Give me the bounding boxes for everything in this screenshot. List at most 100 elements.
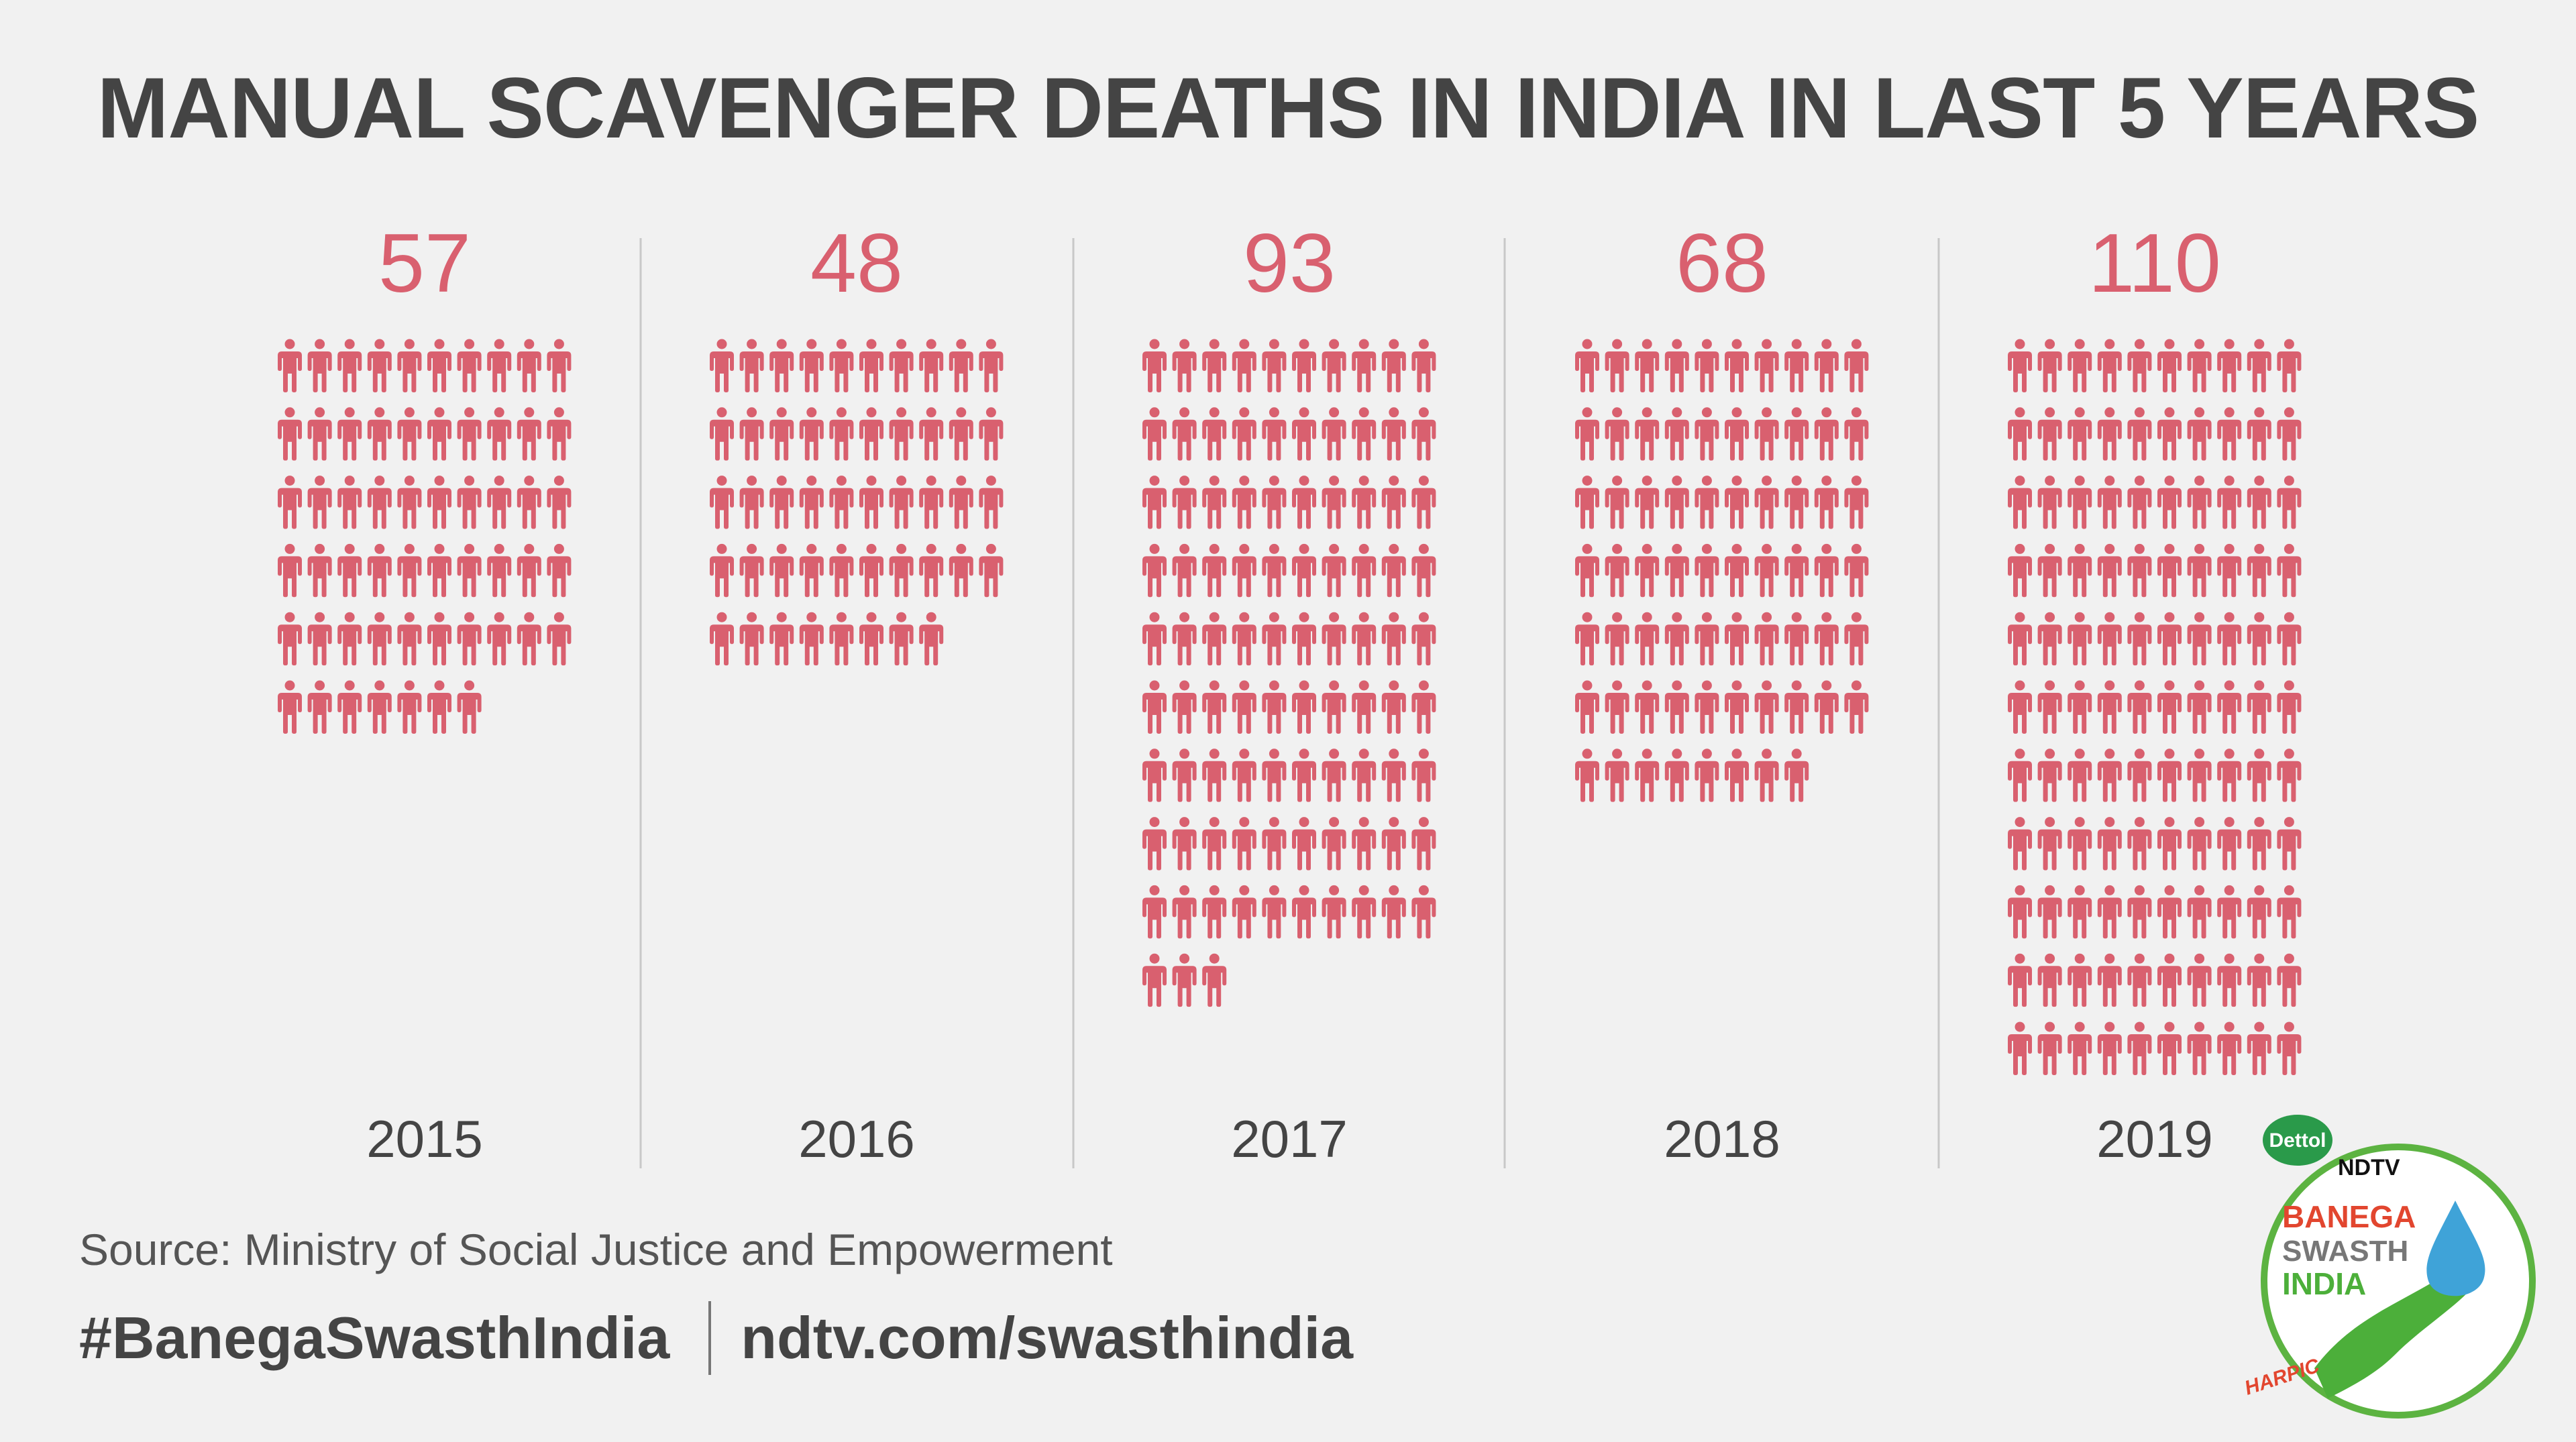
person-icon [2187, 885, 2212, 939]
person-icon [278, 680, 302, 734]
person-icon [2037, 476, 2062, 529]
person-icon [1232, 612, 1256, 666]
person-icon [889, 543, 914, 598]
person-icon [1232, 543, 1256, 598]
person-icon [1262, 817, 1287, 871]
person-icon [1695, 543, 1719, 598]
person-icon [2008, 543, 2032, 598]
person-icon [1664, 339, 1689, 392]
person-icon [1575, 339, 1599, 392]
person-icon [397, 407, 422, 461]
person-icon [2068, 612, 2092, 666]
logo-line3: INDIA [2282, 1266, 2366, 1301]
person-icon [1784, 543, 1809, 598]
person-icon [1664, 476, 1689, 529]
person-icon [2247, 1021, 2271, 1075]
person-icon [337, 543, 362, 598]
person-icon [1635, 476, 1660, 529]
person-icon [739, 612, 764, 666]
person-icon [1725, 612, 1749, 666]
person-icon [2247, 817, 2271, 871]
person-icon [307, 407, 332, 461]
person-icon [1784, 339, 1809, 392]
person-icon [2097, 543, 2122, 598]
person-icon [1202, 817, 1227, 871]
person-icon [739, 339, 764, 392]
person-icon [2037, 407, 2062, 461]
person-icon [2247, 953, 2271, 1007]
person-icon [1784, 748, 1809, 802]
person-icon [2277, 680, 2302, 734]
person-icon [1695, 476, 1719, 529]
person-icon [1635, 407, 1660, 461]
person-icon [1695, 407, 1719, 461]
person-icon [1142, 953, 1167, 1007]
person-icon [769, 543, 794, 598]
person-icon [2037, 1021, 2062, 1075]
person-icon [397, 612, 422, 666]
person-icon [2037, 680, 2062, 734]
person-icon [2247, 748, 2271, 802]
person-icon [1202, 543, 1227, 598]
person-icon [2008, 817, 2032, 871]
person-icon [2187, 680, 2212, 734]
person-icon [1411, 885, 1436, 939]
person-icon [307, 680, 332, 734]
person-icon [1814, 476, 1839, 529]
water-drop-icon [2426, 1201, 2485, 1296]
person-icon [1605, 543, 1629, 598]
person-icon [457, 407, 482, 461]
person-icon [1232, 817, 1256, 871]
person-icon [1352, 543, 1377, 598]
person-icon [307, 476, 332, 529]
person-icon [1142, 543, 1167, 598]
person-icon [1352, 339, 1377, 392]
person-icon [367, 612, 392, 666]
person-icon [1352, 817, 1377, 871]
person-icon [1725, 407, 1749, 461]
person-icon [1725, 748, 1749, 802]
person-icon [337, 407, 362, 461]
person-icon [2037, 543, 2062, 598]
person-icon [1784, 476, 1809, 529]
person-icon [1262, 885, 1287, 939]
person-icon [919, 543, 944, 598]
person-icon [547, 407, 572, 461]
person-icon [337, 476, 362, 529]
year-label: 2019 [2096, 1109, 2213, 1168]
person-icon [397, 476, 422, 529]
person-icon [2037, 885, 2062, 939]
person-icon [1292, 612, 1316, 666]
person-icon [1202, 407, 1227, 461]
hand-icon [2314, 1262, 2481, 1398]
person-icon [1725, 680, 1749, 734]
person-icon [1232, 407, 1256, 461]
person-icon [2068, 407, 2092, 461]
person-icon [427, 476, 451, 529]
person-icon [457, 543, 482, 598]
person-icon [2127, 612, 2152, 666]
person-icon [2187, 953, 2212, 1007]
person-icon [1322, 407, 1346, 461]
person-icon [1635, 680, 1660, 734]
person-icon [2068, 1021, 2092, 1075]
person-icon [1844, 339, 1869, 392]
person-icon [367, 680, 392, 734]
person-icon [2008, 885, 2032, 939]
person-icon [1725, 543, 1749, 598]
person-icon [919, 476, 944, 529]
site-link[interactable]: ndtv.com/swasthindia [741, 1305, 1354, 1371]
person-icon [1381, 476, 1406, 529]
person-icon [1754, 612, 1779, 666]
person-icon [1844, 612, 1869, 666]
person-icon [367, 407, 392, 461]
person-icon [2127, 339, 2152, 392]
person-icon [397, 543, 422, 598]
logo-ring [2261, 1144, 2536, 1419]
person-icon [799, 339, 824, 392]
person-icon [2157, 339, 2182, 392]
person-icon [2157, 885, 2182, 939]
chart-title: MANUAL SCAVENGER DEATHS IN INDIA IN LAST… [97, 60, 2480, 156]
person-icon [1844, 476, 1869, 529]
person-icon [1202, 476, 1227, 529]
